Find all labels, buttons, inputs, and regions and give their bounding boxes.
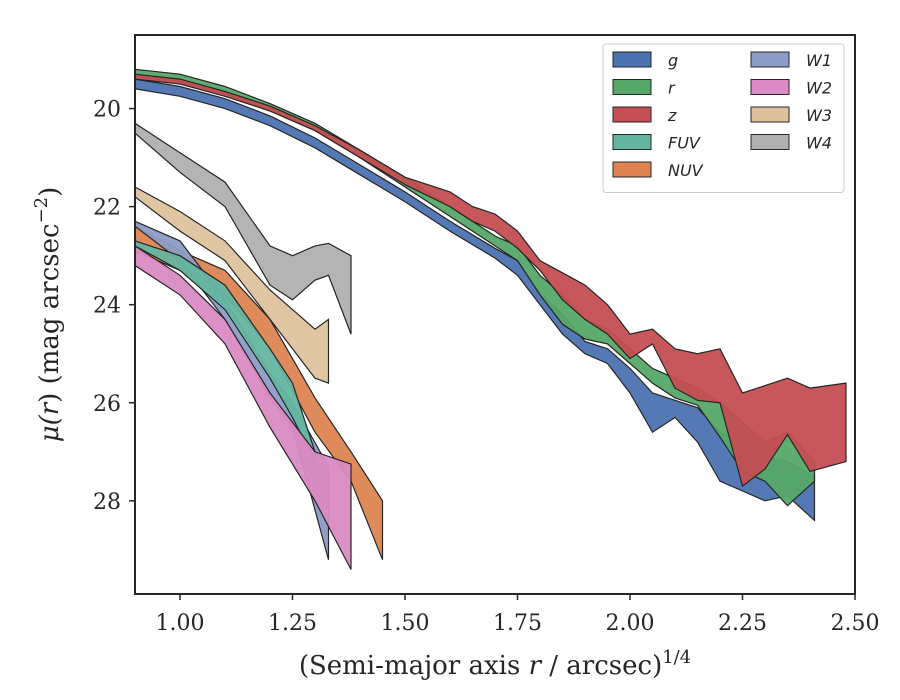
legend-swatch-w3: [750, 106, 790, 123]
legend-swatch-g: [612, 51, 652, 68]
legend-swatch-nuv: [612, 161, 652, 178]
x-tick-label: 2.25: [718, 611, 767, 636]
legend-swatch-w2: [750, 79, 790, 95]
y-tick-label: 26: [93, 392, 121, 417]
legend-label-z: z: [667, 106, 677, 125]
chart-bands: [134, 68, 847, 570]
y-tick-label: 22: [93, 196, 121, 221]
x-tick-label: 1.25: [268, 611, 317, 636]
axis-ticks: 1.00 1.25 1.50 1.75 2.00 2.25 2.50 20 22 24 26 28: [93, 98, 879, 636]
legend-label-nuv: NUV: [668, 161, 704, 180]
legend-label-w3: W3: [806, 106, 832, 125]
y-tick-label: 20: [93, 98, 121, 123]
band-w3: [134, 185, 330, 384]
band-w4: [134, 122, 352, 335]
legend-swatch-r: [612, 79, 652, 95]
legend-label-r: r: [668, 79, 676, 98]
x-tick-label: 1.00: [156, 611, 205, 636]
plot-frame: [134, 34, 856, 595]
band-w2: [134, 244, 352, 570]
x-tick-label: 2.50: [831, 611, 880, 636]
legend-swatch-w4: [750, 134, 790, 150]
x-tick-label: 1.75: [493, 611, 542, 636]
y-axis-label: μ(r) (mag arcsec−2): [31, 187, 65, 443]
legend-swatch-fuv: [612, 134, 652, 150]
legend-label-w1: W1: [806, 51, 832, 70]
legend-label-w2: W2: [806, 79, 832, 98]
legend: grz FUV NUV W1 W2 W3 W4: [602, 43, 845, 193]
y-tick-label: 24: [93, 294, 121, 319]
legend-label-fuv: FUV: [668, 134, 701, 153]
legend-label-g: g: [668, 51, 678, 70]
y-tick-label: 28: [93, 490, 121, 515]
x-tick-label: 2.00: [606, 611, 655, 636]
legend-swatch-w1: [750, 51, 790, 68]
x-axis-label: (Semi-major axis r / arcsec)1/4: [299, 647, 691, 681]
x-tick-label: 1.50: [381, 611, 430, 636]
legend-swatch-z: [612, 106, 652, 123]
band-z: [134, 73, 847, 488]
band-g: [134, 78, 816, 522]
legend-label-w4: W4: [806, 134, 832, 153]
